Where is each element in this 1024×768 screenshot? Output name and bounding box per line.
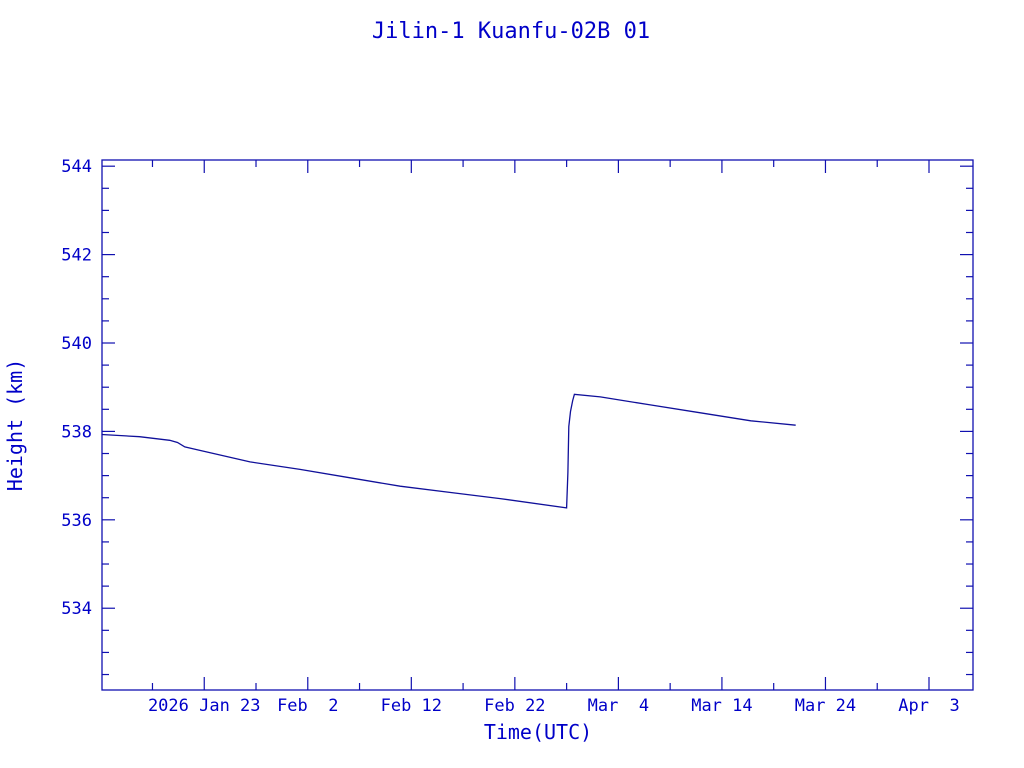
x-tick-label: Apr 3 [898,696,959,716]
y-tick-label: 540 [61,334,92,354]
tick-labels: 534 536 538 540 542 544 2026 Jan 23 Feb 2 Feb 12… [61,157,959,716]
y-tick-label: 534 [61,599,92,619]
x-tick-label: Mar 14 [691,696,752,716]
y-tick-label: 538 [61,422,92,442]
y-tick-label: 542 [61,246,92,266]
series-line-height [101,393,796,509]
y-tick-label: 536 [61,511,92,531]
x-tick-label: Mar 4 [588,696,649,716]
plot-frame [101,159,974,691]
y-tick-label: 544 [61,157,92,177]
axis-ticks [102,160,973,690]
x-tick-label: Feb 12 [381,696,442,716]
x-tick-label: 2026 Jan 23 [148,696,261,716]
x-axis-label: Time(UTC) [484,720,592,744]
y-axis-label: Height (km) [3,359,27,491]
x-tick-label: Feb 22 [484,696,545,716]
x-tick-label: Feb 2 [277,696,338,716]
x-tick-label: Mar 24 [795,696,856,716]
chart-title: Jilin-1 Kuanfu-02B 01 [372,19,650,44]
